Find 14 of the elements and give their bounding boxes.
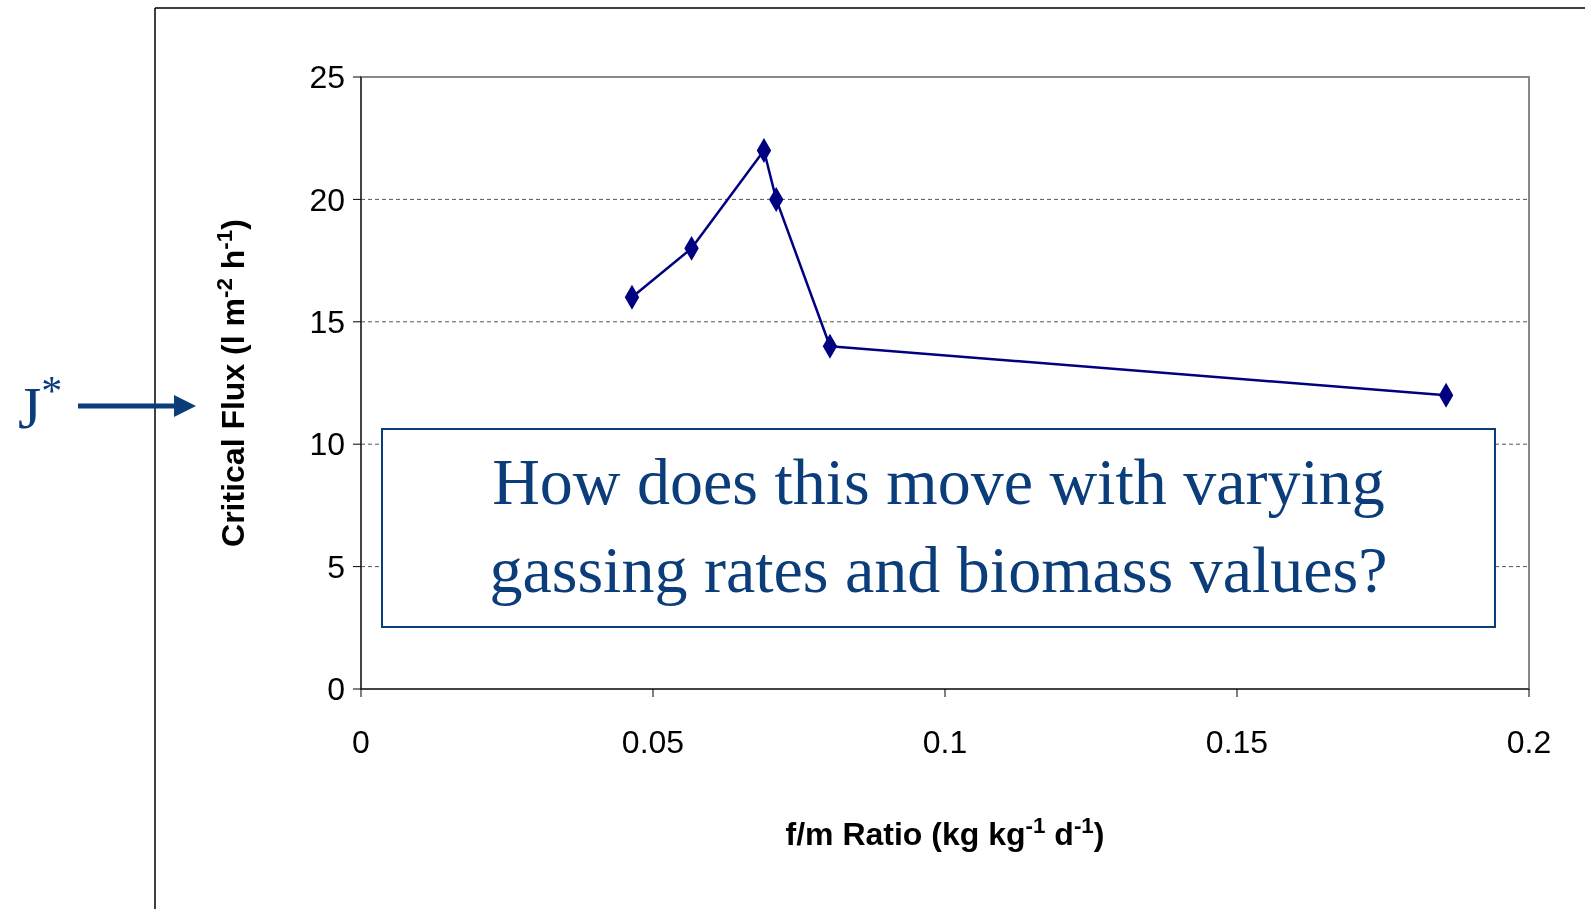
x-tick-label: 0.15 <box>1205 724 1269 760</box>
y-tick-label: 20 <box>309 181 345 218</box>
y-tick-label: 25 <box>309 59 345 96</box>
y-tick-label: 10 <box>309 426 345 463</box>
x-axis-title: f/m Ratio (kg kg$^{-1}$ d$^{-1}$) <box>785 812 1105 852</box>
x-tick-label: 0.2 <box>1506 724 1552 760</box>
y-tick-label: 5 <box>327 548 345 585</box>
text-box: How does this move with varying gassing rates and biomass values? <box>381 428 1496 628</box>
x-tick-label: 0.05 <box>621 724 685 760</box>
x-tick-label: 0 <box>352 724 370 760</box>
text: J$^{*}$ <box>18 368 63 441</box>
y-tick-label: 0 <box>327 671 345 708</box>
y-tick-label: 15 <box>309 304 345 340</box>
x-tick-label: 0.1 <box>922 724 968 760</box>
